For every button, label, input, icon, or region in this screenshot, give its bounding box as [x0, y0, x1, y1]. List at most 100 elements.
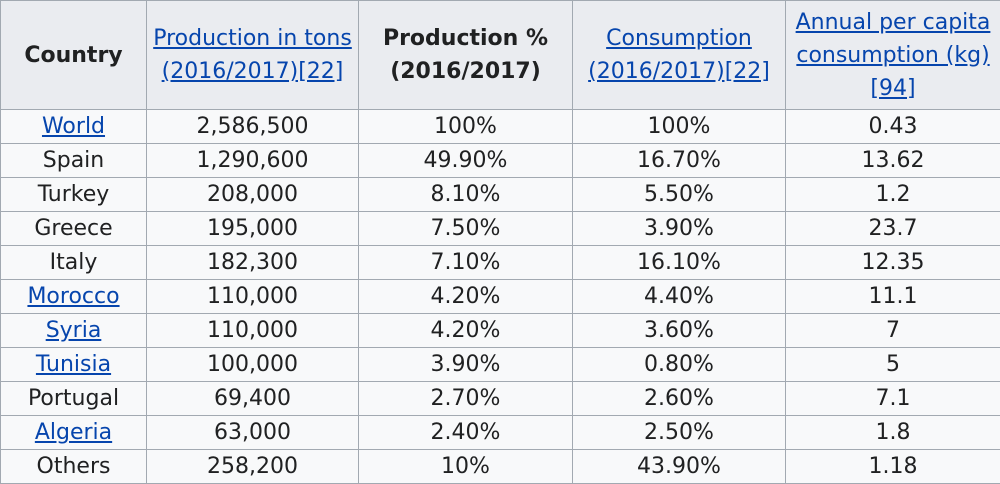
table-row: Others 258,200 10% 43.90% 1.18: [0, 449, 1000, 484]
per-capita-cell-value: 0.43: [868, 114, 918, 139]
country-cell: Spain: [0, 143, 147, 178]
country-cell-value: Italy: [49, 250, 98, 275]
production-cell: 63,000: [146, 415, 359, 450]
consumption-cell-value: 16.70%: [637, 148, 721, 173]
consumption-cell-value: 2.50%: [644, 420, 714, 445]
table-body: World 2,586,500 100% 100% 0.43 Spain 1,290,600…: [0, 109, 1000, 484]
per-capita-cell: 1.2: [785, 177, 1000, 212]
consumption-cell: 43.90%: [572, 449, 786, 484]
header-production-tons: Production in tons (2016/2017)[22]: [146, 0, 359, 110]
consumption-cell-value: 0.80%: [644, 352, 714, 377]
table-row: Italy 182,300 7.10% 16.10% 12.35: [0, 245, 1000, 280]
table-header: Country Production in tons (2016/2017)[2…: [0, 0, 1000, 110]
per-capita-cell-value: 13.62: [861, 148, 925, 173]
production-pct-cell-value: 8.10%: [430, 182, 501, 207]
table-row: Morocco 110,000 4.20% 4.40% 11.1: [0, 279, 1000, 314]
consumption-cell-value: 4.40%: [644, 284, 714, 309]
country-cell-value: Others: [36, 454, 111, 479]
per-capita-cell: 1.18: [785, 449, 1000, 484]
per-capita-cell: 23.7: [785, 211, 1000, 246]
production-pct-cell-value: 3.90%: [430, 352, 501, 377]
production-cell: 182,300: [146, 245, 359, 280]
country-link[interactable]: Syria: [45, 318, 102, 343]
production-pct-cell: 4.20%: [358, 313, 573, 348]
per-capita-cell-value: 12.35: [861, 250, 925, 275]
production-cell: 100,000: [146, 347, 359, 382]
production-cell-value: 100,000: [207, 352, 298, 377]
country-cell: World: [0, 109, 147, 144]
production-cell-value: 110,000: [207, 318, 298, 343]
table-row: Greece 195,000 7.50% 3.90% 23.7: [0, 211, 1000, 246]
production-pct-cell: 8.10%: [358, 177, 573, 212]
country-cell: Greece: [0, 211, 147, 246]
production-cell: 208,000: [146, 177, 359, 212]
table-row: Spain 1,290,600 49.90% 16.70% 13.62: [0, 143, 1000, 178]
country-cell: Italy: [0, 245, 147, 280]
production-cell-value: 69,400: [214, 386, 291, 411]
table-row: Syria 110,000 4.20% 3.60% 7: [0, 313, 1000, 348]
header-country: Country: [0, 0, 147, 110]
per-capita-cell-value: 7.1: [875, 386, 911, 411]
country-link[interactable]: World: [41, 114, 106, 139]
production-cell: 69,400: [146, 381, 359, 416]
country-cell: Others: [0, 449, 147, 484]
consumption-cell-value: 3.60%: [644, 318, 714, 343]
country-link[interactable]: Tunisia: [35, 352, 112, 377]
consumption-cell-value: 43.90%: [637, 454, 721, 479]
production-cell-value: 110,000: [207, 284, 298, 309]
header-production-pct: Production % (2016/2017): [358, 0, 573, 110]
consumption-cell: 5.50%: [572, 177, 786, 212]
production-pct-cell-value: 49.90%: [423, 148, 508, 173]
production-pct-cell-value: 7.50%: [430, 216, 501, 241]
production-cell: 1,290,600: [146, 143, 359, 178]
production-pct-cell: 2.40%: [358, 415, 573, 450]
table-row: Turkey 208,000 8.10% 5.50% 1.2: [0, 177, 1000, 212]
production-pct-cell: 10%: [358, 449, 573, 484]
production-pct-cell-value: 10%: [441, 454, 490, 479]
per-capita-cell: 11.1: [785, 279, 1000, 314]
production-cell: 110,000: [146, 279, 359, 314]
production-pct-cell: 4.20%: [358, 279, 573, 314]
per-capita-cell: 5: [785, 347, 1000, 382]
country-cell: Turkey: [0, 177, 147, 212]
table-row: World 2,586,500 100% 100% 0.43: [0, 109, 1000, 144]
consumption-cell: 3.90%: [572, 211, 786, 246]
production-cell-value: 208,000: [207, 182, 298, 207]
header-production-pct-label: Production % (2016/2017): [382, 26, 549, 84]
production-cell-value: 1,290,600: [196, 148, 309, 173]
production-pct-cell: 7.50%: [358, 211, 573, 246]
country-link[interactable]: Morocco: [27, 284, 120, 309]
per-capita-cell-value: 1.18: [868, 454, 918, 479]
table-row: Algeria 63,000 2.40% 2.50% 1.8: [0, 415, 1000, 450]
header-per-capita-link[interactable]: Annual per capita consumption (kg)[94]: [795, 9, 991, 101]
country-cell: Tunisia: [0, 347, 147, 382]
consumption-cell: 0.80%: [572, 347, 786, 382]
production-cell: 110,000: [146, 313, 359, 348]
production-pct-cell-value: 2.70%: [430, 386, 501, 411]
consumption-cell-value: 3.90%: [644, 216, 714, 241]
per-capita-cell-value: 11.1: [868, 284, 918, 309]
country-link[interactable]: Algeria: [34, 420, 113, 445]
header-production-tons-link[interactable]: Production in tons (2016/2017)[22]: [153, 26, 352, 84]
consumption-cell-value: 100%: [647, 114, 711, 139]
header-consumption-link[interactable]: Consumption (2016/2017)[22]: [588, 26, 770, 84]
table-row: Portugal 69,400 2.70% 2.60% 7.1: [0, 381, 1000, 416]
consumption-cell: 16.10%: [572, 245, 786, 280]
per-capita-cell: 7.1: [785, 381, 1000, 416]
consumption-cell: 2.60%: [572, 381, 786, 416]
country-cell: Portugal: [0, 381, 147, 416]
per-capita-cell: 0.43: [785, 109, 1000, 144]
header-per-capita: Annual per capita consumption (kg)[94]: [785, 0, 1000, 110]
consumption-cell: 100%: [572, 109, 786, 144]
production-pct-cell: 100%: [358, 109, 573, 144]
consumption-cell: 3.60%: [572, 313, 786, 348]
per-capita-cell: 12.35: [785, 245, 1000, 280]
header-country-label: Country: [24, 42, 123, 68]
consumption-cell: 16.70%: [572, 143, 786, 178]
consumption-cell-value: 16.10%: [637, 250, 721, 275]
header-consumption: Consumption (2016/2017)[22]: [572, 0, 786, 110]
country-cell-value: Turkey: [37, 182, 110, 207]
country-cell: Algeria: [0, 415, 147, 450]
production-pct-cell-value: 4.20%: [430, 284, 501, 309]
